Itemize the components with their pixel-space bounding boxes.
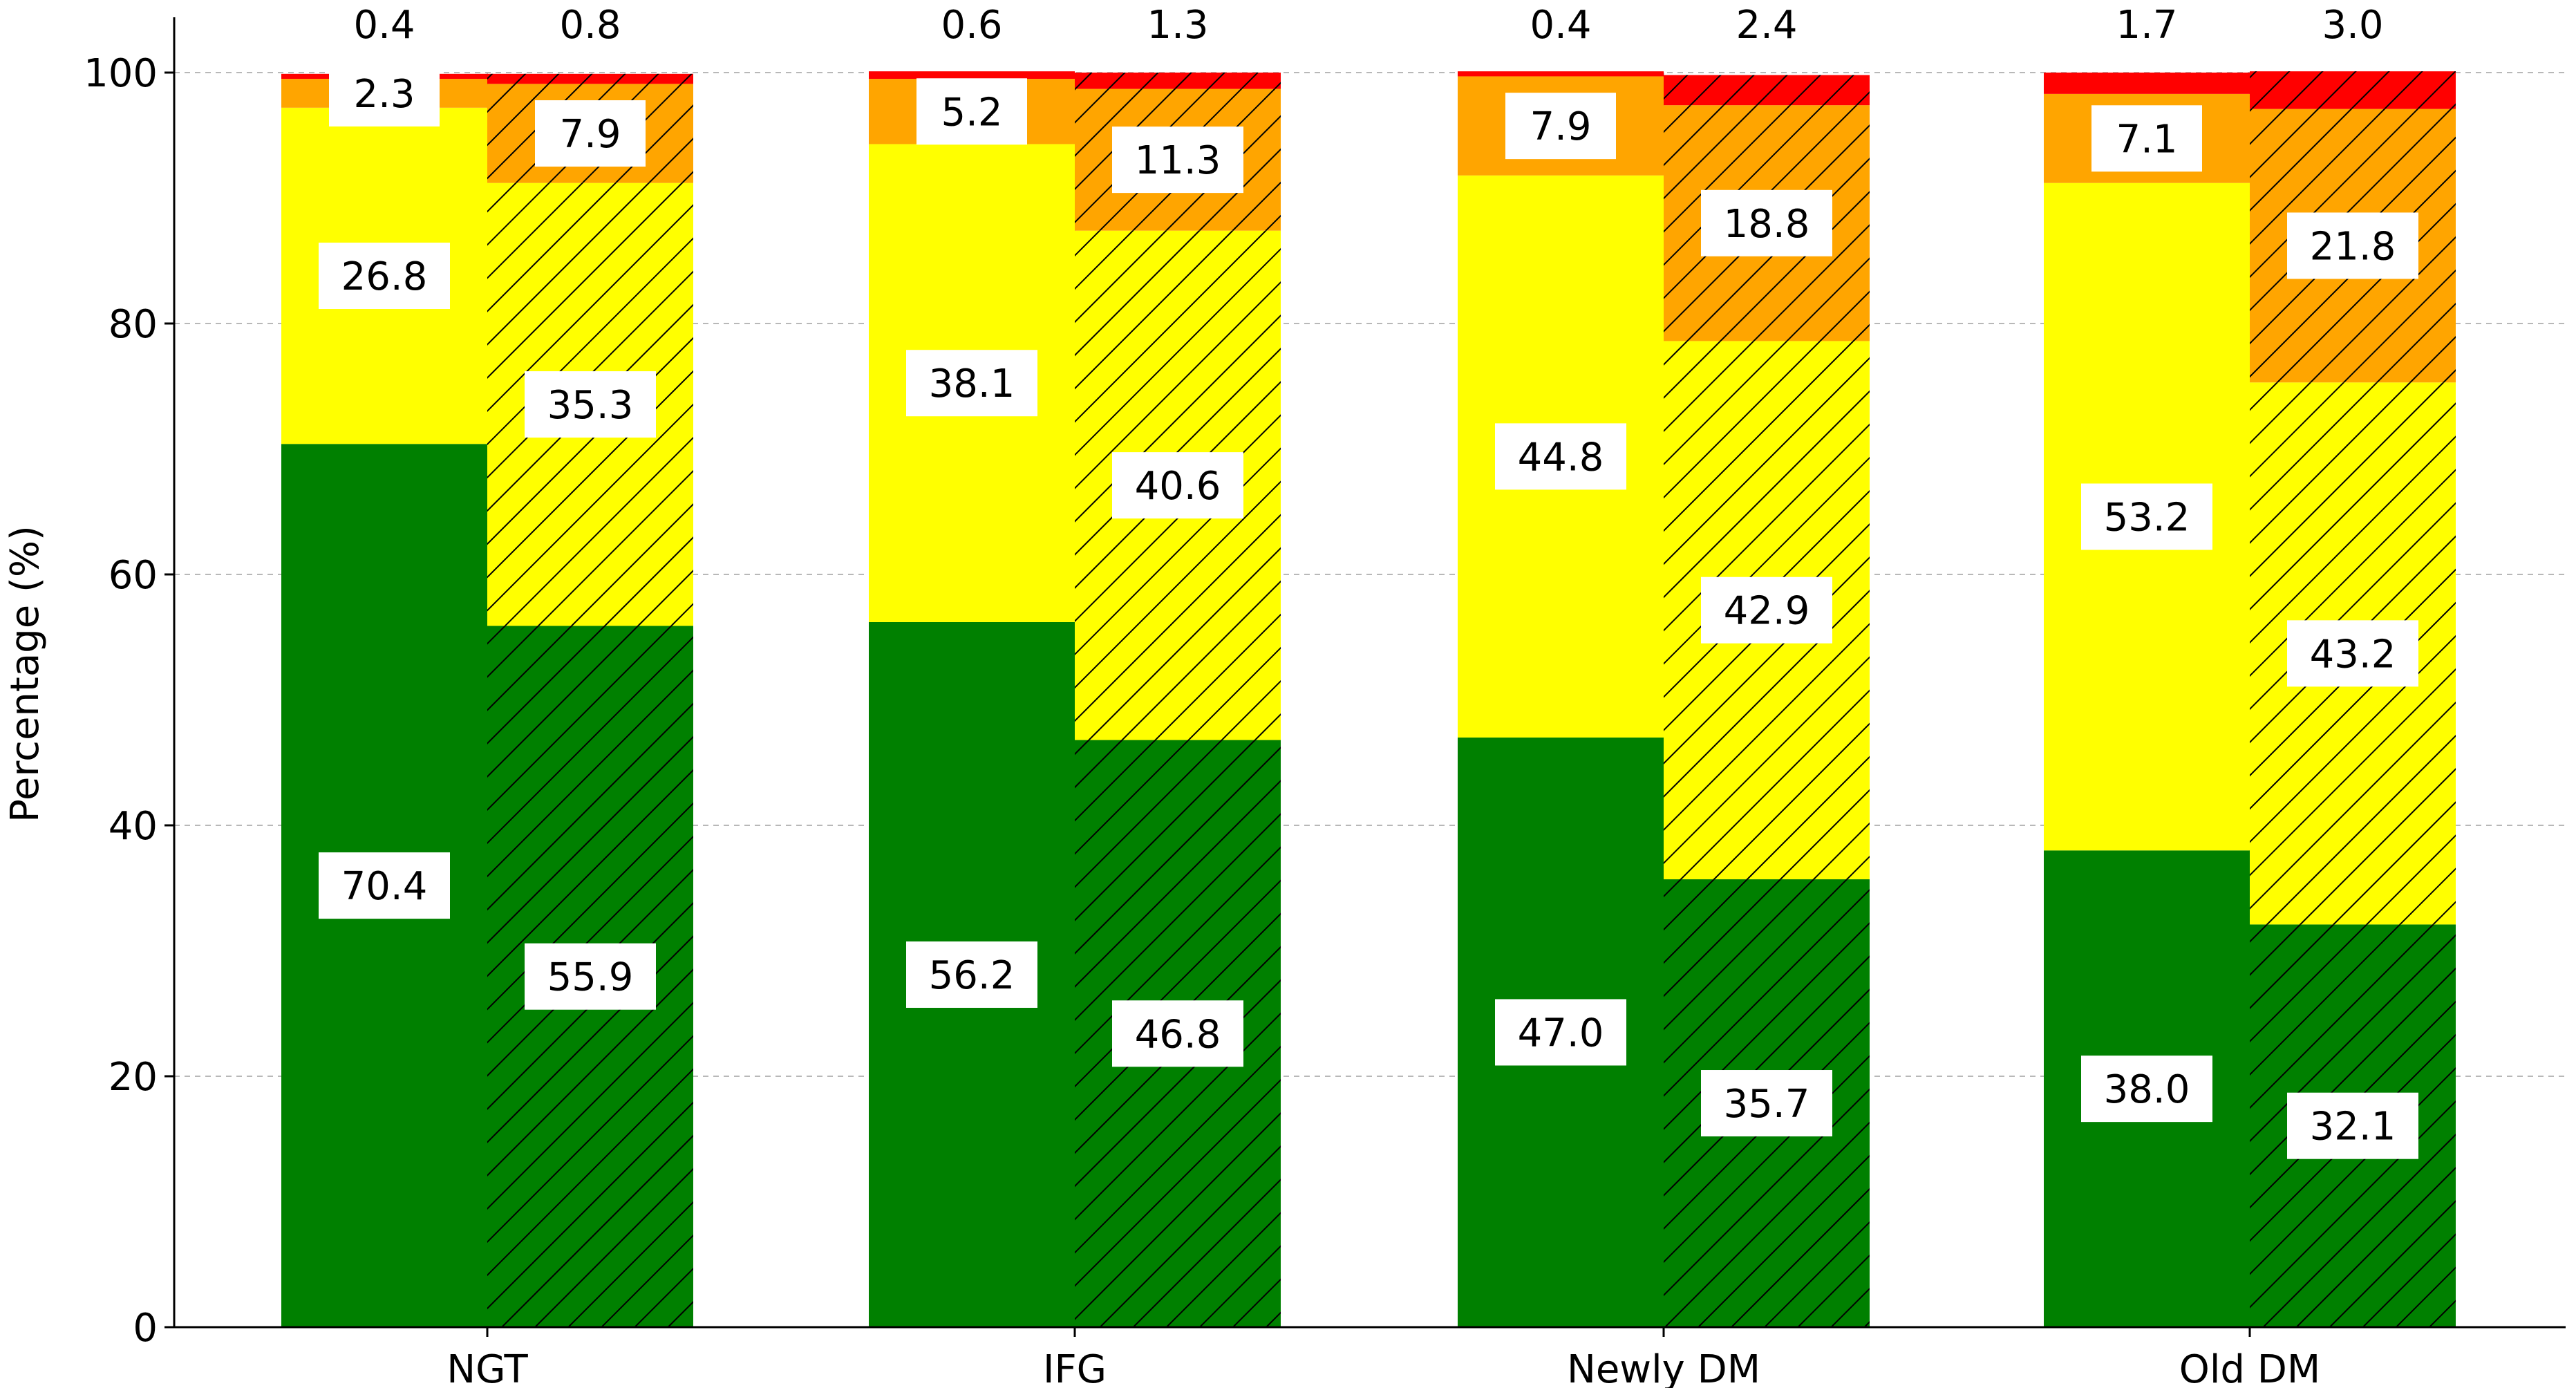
data-label: 46.8 [1135,1012,1221,1057]
data-label: 7.1 [2116,117,2177,162]
data-label-box [1112,1000,1243,1067]
data-label-box [2081,483,2212,550]
data-label-top: 0.6 [941,3,1002,48]
data-label: 55.9 [547,955,634,1000]
y-tick-label: 60 [109,553,158,598]
axes: 0 20 40 60 80 100 NGT IFG Newly DM Old DM [84,17,2566,1388]
data-label: 7.9 [1530,104,1591,149]
data-label-box [2287,1092,2418,1159]
data-label-box [1701,1070,1832,1137]
data-label: 35.7 [1724,1082,1810,1127]
data-label: 5.2 [941,90,1002,135]
bar-segment-hatch [1075,73,1281,89]
data-label-top: 1.7 [2116,3,2177,48]
data-label-box [906,350,1037,417]
x-tick-label: IFG [1043,1347,1107,1388]
data-label-box [2091,105,2202,172]
data-label-top: 0.4 [353,3,415,48]
data-label: 11.3 [1135,138,1221,183]
data-label: 2.3 [353,72,415,117]
data-label-box [319,852,450,919]
data-label-box [1701,576,1832,644]
y-tick-label: 40 [109,804,158,849]
data-label-box [1495,999,1626,1066]
data-label-top: 0.4 [1530,3,1591,48]
data-label-box [319,243,450,310]
x-tick-label: Newly DM [1567,1347,1760,1388]
data-label: 43.2 [2310,632,2396,677]
y-tick-label: 100 [84,51,158,96]
data-label: 26.8 [341,254,428,299]
y-tick-label: 20 [109,1055,158,1100]
bar-segment-red [869,71,1075,79]
data-label-top: 1.3 [1147,3,1208,48]
data-label: 38.0 [2104,1067,2190,1112]
bar-segment-red [1458,71,1664,77]
data-label-box [1701,189,1832,256]
data-label: 35.3 [547,383,634,428]
bar-segment-hatch [1664,75,1870,106]
data-label-box [2287,620,2418,687]
data-label: 56.2 [929,953,1015,998]
data-label-box [906,941,1037,1008]
bar-segment-red [2044,73,2250,94]
data-label-box [535,100,646,167]
data-label-box [2081,1056,2212,1123]
data-labels: 70.4 26.8 2.3 0.4 55.9 35.3 7.9 0.8 56.2 38.1 5.2 0… [319,3,2418,1159]
y-tick-label: 0 [133,1306,158,1351]
data-label-box [1495,423,1626,490]
data-label-box [1505,93,1616,160]
bar-segment-hatch [2250,71,2456,109]
data-label: 7.9 [559,112,621,157]
data-label: 70.4 [341,864,428,909]
data-label-top: 2.4 [1736,3,1797,48]
data-label-top: 0.8 [559,3,621,48]
data-label-box [2287,212,2418,279]
data-label: 38.1 [929,362,1015,406]
data-label: 53.2 [2104,496,2190,541]
bars [281,71,2456,1327]
bar-segment-hatch [487,73,693,84]
data-label: 40.6 [1135,464,1221,509]
x-tick-label: Old DM [2179,1347,2320,1388]
data-label-box [525,371,656,438]
data-label: 32.1 [2310,1105,2396,1150]
data-label: 21.8 [2310,224,2396,269]
data-label-box [916,78,1027,145]
data-label-box [1112,126,1243,194]
data-label: 18.8 [1724,202,1810,247]
y-axis-title: Percentage (%) [3,525,48,823]
y-tick-label: 80 [109,302,158,347]
data-label: 44.8 [1518,435,1604,480]
data-label: 42.9 [1724,589,1810,634]
data-label-box [525,943,656,1010]
data-label-box [1112,452,1243,519]
data-label-box [329,59,440,126]
x-tick-label: NGT [446,1347,528,1388]
data-label-top: 3.0 [2322,3,2383,48]
data-label: 47.0 [1518,1011,1604,1056]
